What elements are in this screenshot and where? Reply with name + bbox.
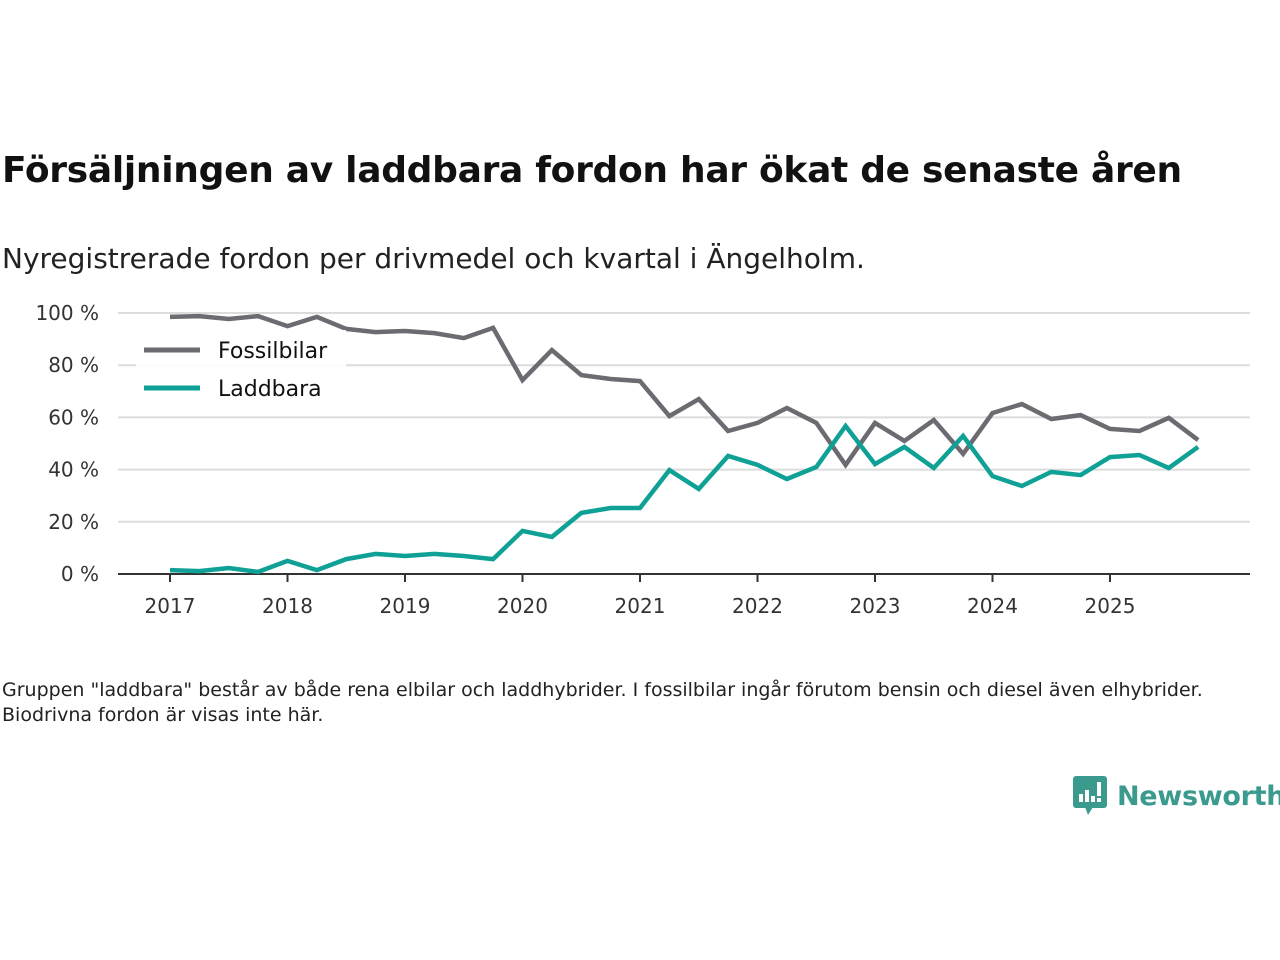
y-tick-label: 60 %: [48, 405, 99, 429]
legend-label: Fossilbilar: [218, 339, 328, 364]
y-tick-label: 20 %: [48, 510, 99, 534]
newsworthy-logo[interactable]: Newsworthy: [1073, 776, 1280, 816]
legend-background: [136, 330, 346, 415]
y-tick-label: 0 %: [61, 562, 99, 586]
legend-label: Laddbara: [218, 377, 322, 402]
x-tick-label: 2017: [145, 594, 196, 618]
line-chart: 0 % 20 % 40 % 60 % 80 % 100 % 2017 2018 2019 202…: [35, 301, 1250, 618]
y-tick-label: 80 %: [48, 353, 99, 377]
legend: Fossilbilar Laddbara: [136, 330, 346, 415]
y-tick-label: 100 %: [35, 301, 99, 325]
x-tick-label: 2019: [380, 594, 431, 618]
x-tick-label: 2024: [967, 594, 1018, 618]
y-axis: 0 % 20 % 40 % 60 % 80 % 100 %: [35, 301, 99, 586]
x-tick-label: 2018: [262, 594, 313, 618]
x-tick-label: 2023: [850, 594, 901, 618]
chart-subtitle: Nyregistrerade fordon per drivmedel och …: [2, 242, 865, 275]
series-lines: [169, 313, 1200, 575]
x-tick-label: 2020: [497, 594, 548, 618]
x-axis: 2017 2018 2019 2020 2021 2022 2023 2024 2025: [118, 573, 1250, 618]
chart-title: Försäljningen av laddbara fordon har öka…: [2, 150, 1182, 191]
series-line-fossilbilar: [169, 313, 1200, 469]
x-tick-label: 2022: [732, 594, 783, 618]
x-tick-label: 2025: [1085, 594, 1136, 618]
y-tick-label: 40 %: [48, 458, 99, 482]
series-line-laddbara: [169, 422, 1200, 575]
brand-name: Newsworthy: [1117, 780, 1280, 812]
bar-chart-speech-bubble-icon: [1073, 776, 1107, 815]
footnote: Gruppen "laddbara" består av både rena e…: [2, 679, 1203, 726]
x-tick-label: 2021: [615, 594, 666, 618]
